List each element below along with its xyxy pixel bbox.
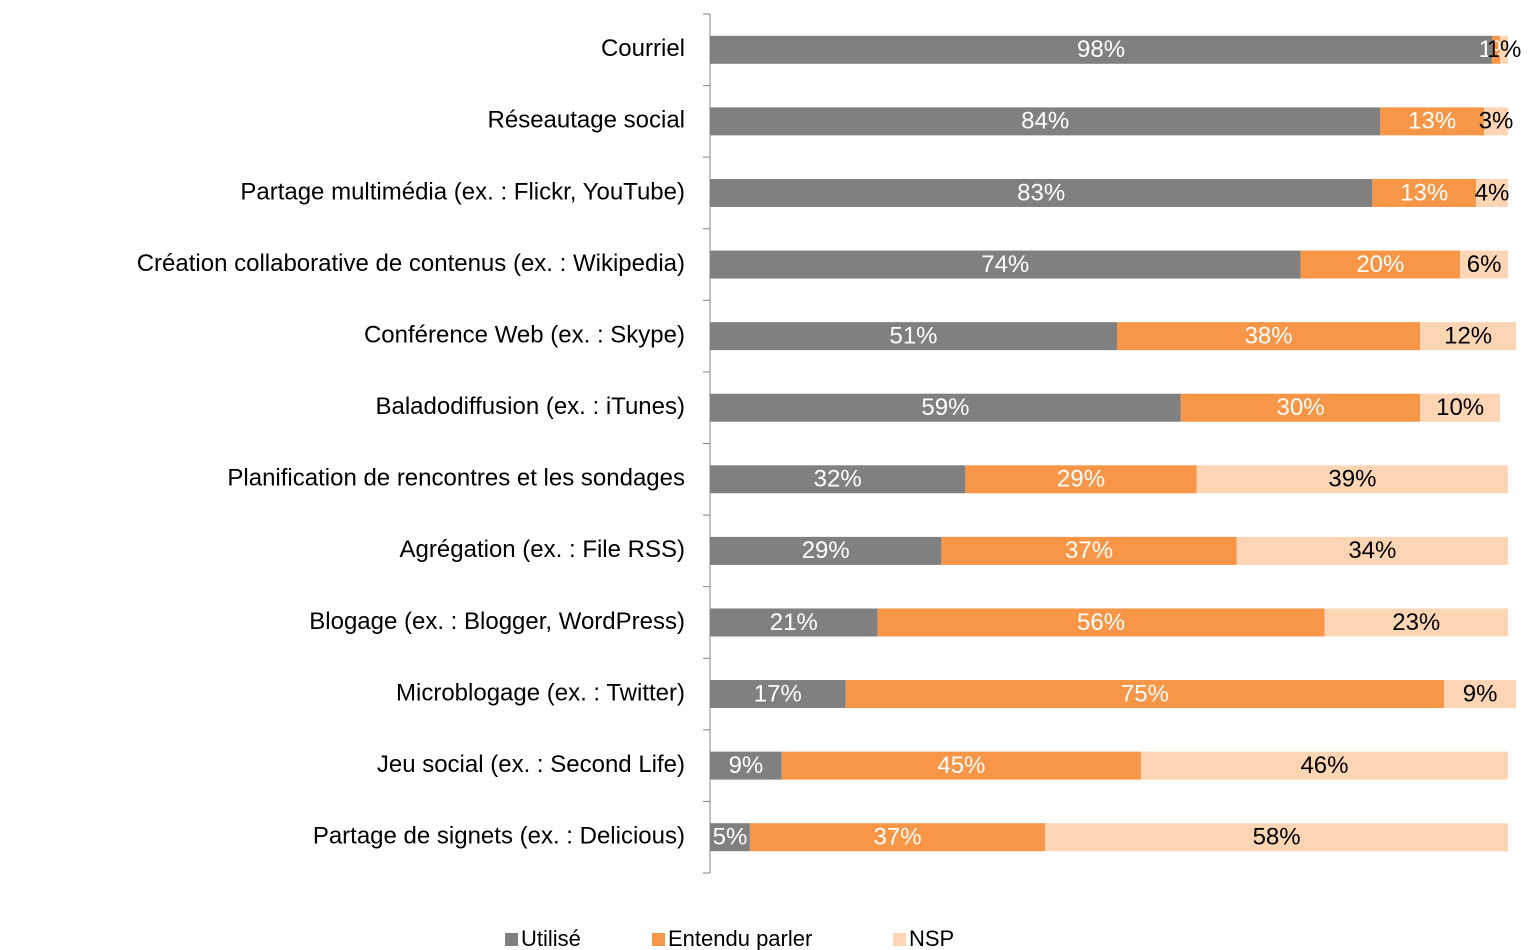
data-label: 83% bbox=[1017, 179, 1065, 206]
bar-segment bbox=[941, 536, 1237, 565]
bar-segment bbox=[781, 751, 1141, 780]
bar-segment bbox=[1484, 107, 1509, 136]
data-label: 1% bbox=[1487, 36, 1522, 63]
category-label: Planification de rencontres et les sonda… bbox=[227, 465, 685, 492]
data-label: 13% bbox=[1400, 179, 1448, 206]
category-label: Baladodiffusion (ex. : iTunes) bbox=[375, 393, 685, 420]
bar-segment bbox=[1324, 608, 1509, 637]
bar-segment bbox=[710, 608, 878, 637]
data-label: 59% bbox=[921, 394, 969, 421]
bar-segment bbox=[710, 536, 942, 565]
bar-segment bbox=[1420, 393, 1501, 422]
bar-segment bbox=[1420, 322, 1516, 351]
bar-segment bbox=[710, 250, 1301, 279]
bar-segment bbox=[710, 178, 1373, 207]
bar-segment bbox=[1140, 751, 1509, 780]
data-label: 10% bbox=[1436, 394, 1484, 421]
bar-segment bbox=[1372, 178, 1477, 207]
category-label: Blogage (ex. : Blogger, WordPress) bbox=[309, 608, 685, 635]
bar-segment bbox=[749, 823, 1046, 852]
bar-segment bbox=[1444, 680, 1516, 709]
bar-segment bbox=[965, 465, 1197, 494]
bar-segment bbox=[710, 35, 1493, 64]
data-label: 30% bbox=[1277, 394, 1325, 421]
bar-segment bbox=[845, 680, 1445, 709]
data-label: 13% bbox=[1408, 108, 1456, 135]
data-label: 38% bbox=[1245, 322, 1293, 349]
data-label: 29% bbox=[802, 537, 850, 564]
legend-label: NSP bbox=[909, 926, 954, 950]
data-label: 51% bbox=[889, 322, 937, 349]
bar-segment bbox=[1476, 178, 1509, 207]
data-label: 32% bbox=[814, 466, 862, 493]
data-label: 23% bbox=[1392, 609, 1440, 636]
bar-segment bbox=[1492, 35, 1501, 64]
legend-swatch bbox=[893, 933, 906, 946]
category-label: Création collaborative de contenus (ex. … bbox=[137, 250, 685, 277]
data-label: 58% bbox=[1253, 824, 1301, 851]
data-label: 75% bbox=[1121, 680, 1169, 707]
bar-segment bbox=[1196, 465, 1509, 494]
bar-segment bbox=[1236, 536, 1509, 565]
data-label: 4% bbox=[1475, 179, 1510, 206]
data-label: 37% bbox=[1065, 537, 1113, 564]
category-label: Agrégation (ex. : File RSS) bbox=[400, 536, 685, 563]
bar-segment bbox=[710, 465, 966, 494]
data-label: 39% bbox=[1328, 466, 1376, 493]
data-label: 21% bbox=[770, 609, 818, 636]
bar-segment bbox=[1180, 393, 1421, 422]
data-label: 34% bbox=[1348, 537, 1396, 564]
category-label: Microblogage (ex. : Twitter) bbox=[396, 679, 685, 706]
bar-segment bbox=[1500, 35, 1509, 64]
bar-segment bbox=[1116, 322, 1421, 351]
data-label: 9% bbox=[729, 752, 764, 779]
data-label: 74% bbox=[981, 251, 1029, 278]
data-label: 46% bbox=[1300, 752, 1348, 779]
bar-segment bbox=[877, 608, 1325, 637]
legend-label: Entendu parler bbox=[668, 926, 812, 950]
data-label: 29% bbox=[1057, 466, 1105, 493]
legend-swatch bbox=[652, 933, 665, 946]
category-label: Conférence Web (ex. : Skype) bbox=[364, 321, 685, 348]
legend-swatch bbox=[505, 933, 518, 946]
bar-segment bbox=[1300, 250, 1461, 279]
data-label: 37% bbox=[874, 824, 922, 851]
data-label: 17% bbox=[754, 680, 802, 707]
data-label: 6% bbox=[1467, 251, 1502, 278]
bar-segment bbox=[1460, 250, 1509, 279]
bar-segment bbox=[710, 751, 782, 780]
category-label: Partage multimédia (ex. : Flickr, YouTub… bbox=[240, 178, 685, 205]
data-label: 5% bbox=[713, 824, 748, 851]
bar-segment bbox=[710, 823, 750, 852]
data-label: 45% bbox=[937, 752, 985, 779]
bar-segment bbox=[710, 107, 1381, 136]
data-label: 3% bbox=[1479, 108, 1514, 135]
bar-segment bbox=[1045, 823, 1509, 852]
category-label: Courriel bbox=[601, 35, 685, 62]
data-label: 12% bbox=[1444, 322, 1492, 349]
bar-segment bbox=[1380, 107, 1485, 136]
category-label: Partage de signets (ex. : Delicious) bbox=[313, 823, 685, 850]
bar-segment bbox=[710, 322, 1117, 351]
data-label: 56% bbox=[1077, 609, 1125, 636]
data-label: 98% bbox=[1077, 36, 1125, 63]
legend-label: Utilisé bbox=[521, 926, 581, 950]
category-label: Jeu social (ex. : Second Life) bbox=[377, 751, 685, 778]
data-label: 84% bbox=[1021, 108, 1069, 135]
data-label: 9% bbox=[1463, 680, 1498, 707]
category-label: Réseautage social bbox=[488, 107, 685, 134]
data-label: 20% bbox=[1356, 251, 1404, 278]
bar-segment bbox=[710, 393, 1181, 422]
bar-segment bbox=[710, 680, 846, 709]
